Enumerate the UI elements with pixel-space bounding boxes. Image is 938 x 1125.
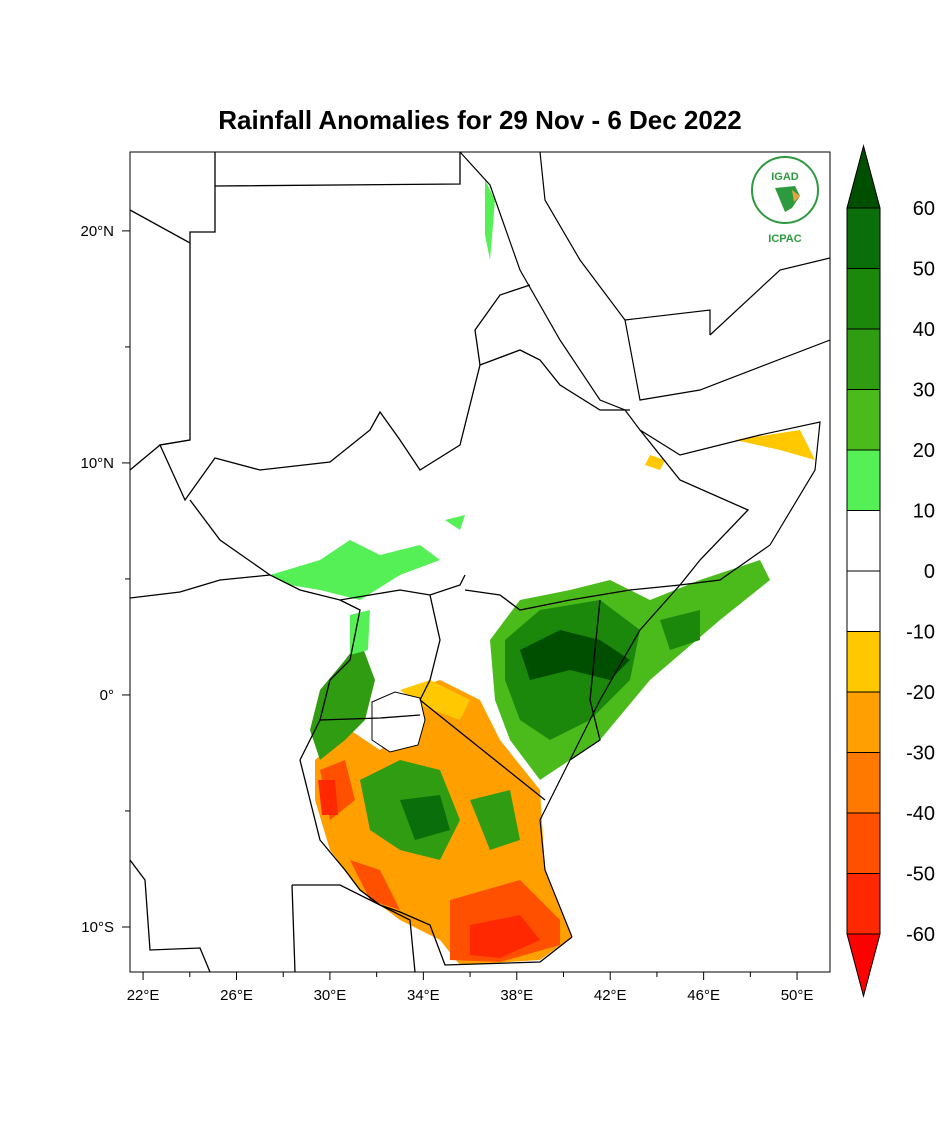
colorbar-label: -20 (906, 682, 935, 704)
map-title: Rainfall Anomalies for 29 Nov - 6 Dec 20… (218, 105, 742, 135)
colorbar-label: 30 (913, 380, 935, 402)
coastlines (459, 152, 830, 938)
colorbar-box (846, 752, 881, 814)
lat-tick-label: 20°N (80, 223, 114, 240)
anomaly-strong-positive-tanzania (400, 795, 450, 840)
lon-tick-label: 34°E (407, 987, 440, 1004)
colorbar-label: -50 (906, 864, 935, 886)
colorbar-over-triangle (846, 144, 881, 209)
axis-ticks: 22°E 26°E 30°E 34°E 38°E 42°E 46°E 50°E 20°N 10°N… (80, 223, 813, 1004)
colorbar-label: 60 (913, 198, 935, 220)
anomaly-positive-uganda (310, 640, 375, 760)
colorbar-box (846, 631, 881, 693)
anomaly-peak-positive (520, 630, 630, 680)
lon-tick-label: 50°E (781, 987, 814, 1004)
colorbar-box (846, 510, 881, 572)
anomaly-extreme-negative (318, 780, 540, 958)
colorbar-under-triangle (846, 933, 881, 998)
colorbar-box (846, 812, 881, 874)
colorbar-label: -60 (906, 924, 935, 946)
lon-tick-label: 26°E (220, 987, 253, 1004)
lon-tick-label: 46°E (687, 987, 720, 1004)
icpac-logo: IGAD ICPAC (751, 156, 819, 245)
logo-icpac-text: ICPAC (768, 233, 801, 245)
anomaly-strong-negative (320, 760, 560, 962)
logo-igad-text: IGAD (771, 171, 799, 183)
lat-tick-label: 0° (100, 687, 114, 704)
map-frame (129, 151, 831, 973)
lake-victoria (371, 691, 426, 753)
colorbar-box (846, 207, 881, 269)
colorbar-box (846, 268, 881, 330)
colorbar-label: -10 (906, 622, 935, 644)
lon-tick-label: 22°E (127, 987, 160, 1004)
colorbar-label: -30 (906, 743, 935, 765)
colorbar-box (846, 691, 881, 753)
colorbar-label: 10 (913, 501, 935, 523)
colorbar-box (846, 389, 881, 451)
lon-tick-label: 30°E (314, 987, 347, 1004)
colorbar-box (846, 328, 881, 390)
colorbar-box (846, 570, 881, 632)
country-boundaries (130, 152, 750, 972)
colorbar-label: 20 (913, 440, 935, 462)
anomaly-positive-south-sudan (270, 180, 495, 655)
colorbar-box (846, 449, 881, 511)
colorbar-box (846, 873, 881, 935)
colorbar-label: 0 (924, 561, 935, 583)
lon-tick-label: 42°E (594, 987, 627, 1004)
map-content (130, 152, 830, 972)
anomaly-field (270, 180, 815, 965)
lon-tick-label: 38°E (500, 987, 533, 1004)
colorbar: 60 50 40 30 20 10 0 -10 -20 -30 -40 -50 -60 (846, 144, 935, 998)
colorbar-label: 50 (913, 259, 935, 281)
anomaly-negative-light (400, 430, 815, 720)
lat-tick-label: 10°S (81, 919, 114, 936)
colorbar-label: 40 (913, 319, 935, 341)
colorbar-label: -40 (906, 803, 935, 825)
lat-tick-label: 10°N (80, 455, 114, 472)
